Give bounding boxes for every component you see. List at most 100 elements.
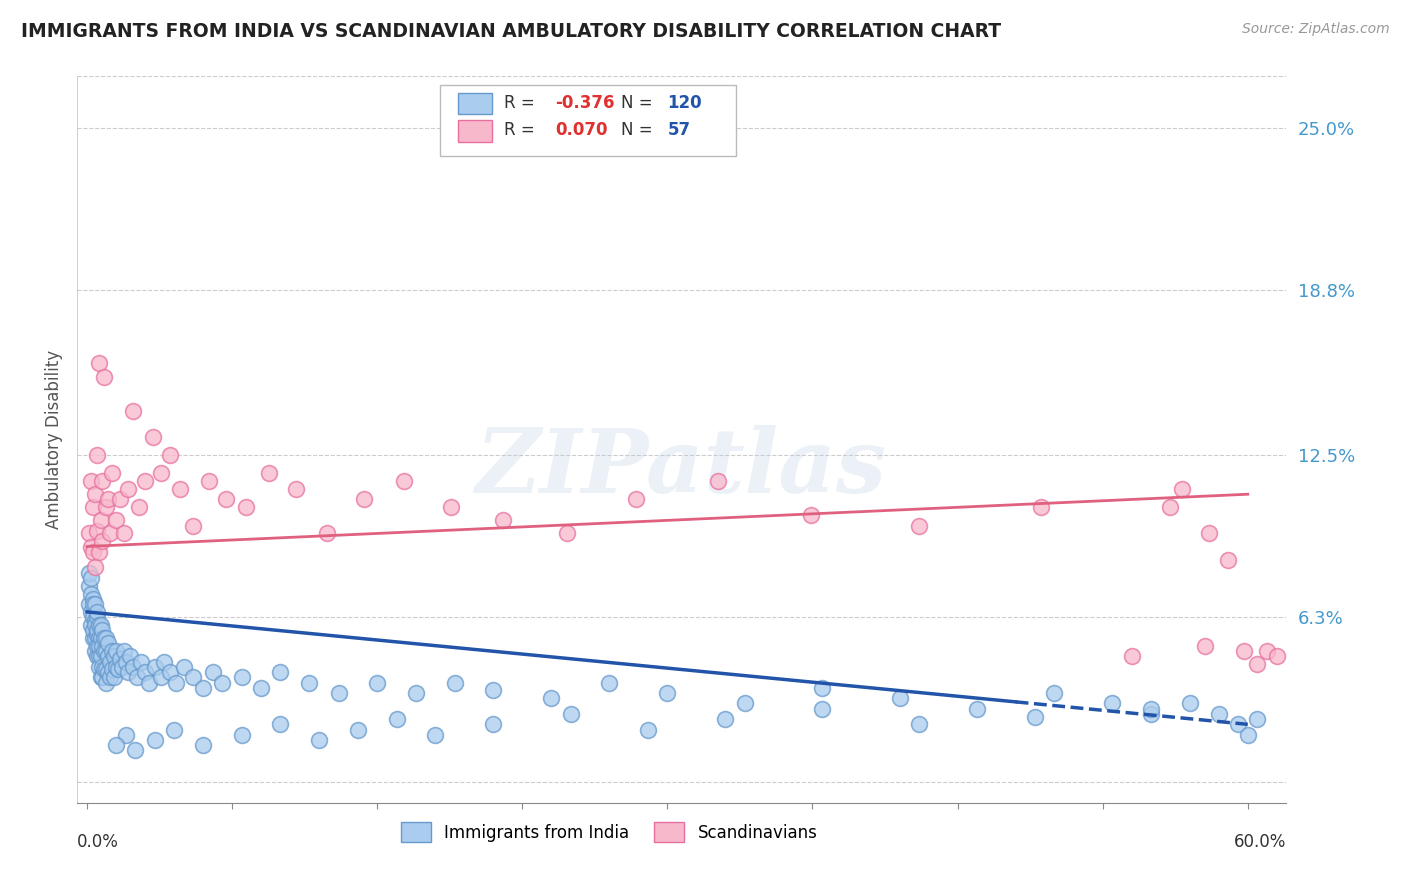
- Point: [163, 723, 186, 737]
- Point: [93, 631, 115, 645]
- Point: [149, 467, 172, 481]
- Point: [1227, 717, 1250, 731]
- Point: [101, 662, 124, 676]
- Point: [118, 649, 141, 664]
- Point: [93, 662, 115, 676]
- Point: [1178, 697, 1201, 711]
- Point: [134, 474, 156, 488]
- Point: [1140, 701, 1163, 715]
- Text: IMMIGRANTS FROM INDIA VS SCANDINAVIAN AMBULATORY DISABILITY CORRELATION CHART: IMMIGRANTS FROM INDIA VS SCANDINAVIAN AM…: [21, 22, 1001, 41]
- Point: [425, 728, 447, 742]
- Point: [811, 681, 834, 695]
- Point: [101, 467, 124, 481]
- Point: [93, 369, 115, 384]
- Legend: Immigrants from India, Scandinavians: Immigrants from India, Scandinavians: [394, 815, 824, 849]
- Point: [706, 474, 728, 488]
- Point: [626, 492, 648, 507]
- Point: [86, 639, 108, 653]
- Point: [77, 579, 100, 593]
- Point: [1265, 649, 1288, 664]
- Point: [1043, 686, 1066, 700]
- Point: [83, 560, 105, 574]
- Point: [714, 712, 737, 726]
- Point: [328, 686, 350, 700]
- Point: [637, 723, 659, 737]
- Point: [1101, 697, 1123, 711]
- Point: [83, 618, 105, 632]
- Point: [83, 597, 105, 611]
- Point: [86, 649, 108, 664]
- Point: [122, 403, 145, 417]
- Point: [87, 618, 110, 632]
- Point: [80, 540, 103, 554]
- Point: [1121, 649, 1143, 664]
- Point: [183, 518, 205, 533]
- Point: [298, 675, 321, 690]
- Point: [482, 683, 505, 698]
- Point: [1024, 709, 1046, 723]
- Point: [366, 675, 388, 690]
- Point: [77, 526, 100, 541]
- Point: [90, 649, 112, 664]
- Point: [103, 670, 125, 684]
- Point: [77, 597, 100, 611]
- Point: [114, 655, 136, 669]
- Text: 120: 120: [668, 94, 702, 112]
- Point: [105, 660, 128, 674]
- Point: [1246, 657, 1268, 672]
- Point: [138, 675, 160, 690]
- Point: [98, 526, 121, 541]
- Point: [111, 660, 134, 674]
- Point: [257, 467, 280, 481]
- Point: [87, 639, 110, 653]
- Point: [90, 618, 112, 632]
- Point: [134, 665, 156, 679]
- Point: [1159, 500, 1181, 515]
- Text: 0.0%: 0.0%: [77, 833, 120, 851]
- Point: [86, 448, 108, 462]
- Point: [83, 487, 105, 501]
- Point: [105, 739, 128, 753]
- Point: [82, 591, 104, 606]
- Point: [77, 566, 100, 580]
- Text: 57: 57: [668, 121, 690, 139]
- Point: [657, 686, 679, 700]
- Point: [1236, 728, 1258, 742]
- Point: [143, 733, 166, 747]
- Point: [86, 610, 108, 624]
- Point: [284, 482, 307, 496]
- Point: [443, 675, 465, 690]
- Point: [385, 712, 408, 726]
- Point: [1140, 706, 1163, 721]
- Point: [908, 717, 931, 731]
- Point: [98, 655, 121, 669]
- Point: [191, 681, 214, 695]
- Point: [80, 605, 103, 619]
- Point: [96, 631, 118, 645]
- Point: [82, 624, 104, 638]
- Point: [91, 624, 114, 638]
- Point: [96, 675, 118, 690]
- Bar: [458, 120, 492, 142]
- Point: [112, 526, 135, 541]
- Point: [86, 624, 108, 638]
- Point: [142, 430, 165, 444]
- Point: [308, 733, 330, 747]
- Point: [97, 492, 120, 507]
- Point: [201, 665, 224, 679]
- Point: [316, 526, 339, 541]
- Text: R =: R =: [505, 94, 540, 112]
- Point: [90, 631, 112, 645]
- Point: [108, 652, 131, 666]
- Point: [211, 675, 233, 690]
- Point: [269, 665, 291, 679]
- Text: Source: ZipAtlas.com: Source: ZipAtlas.com: [1241, 22, 1389, 37]
- Point: [250, 681, 273, 695]
- Point: [91, 474, 114, 488]
- Point: [86, 605, 108, 619]
- Point: [555, 526, 578, 541]
- Point: [159, 665, 181, 679]
- Point: [87, 631, 110, 645]
- Point: [122, 660, 145, 674]
- Point: [83, 613, 105, 627]
